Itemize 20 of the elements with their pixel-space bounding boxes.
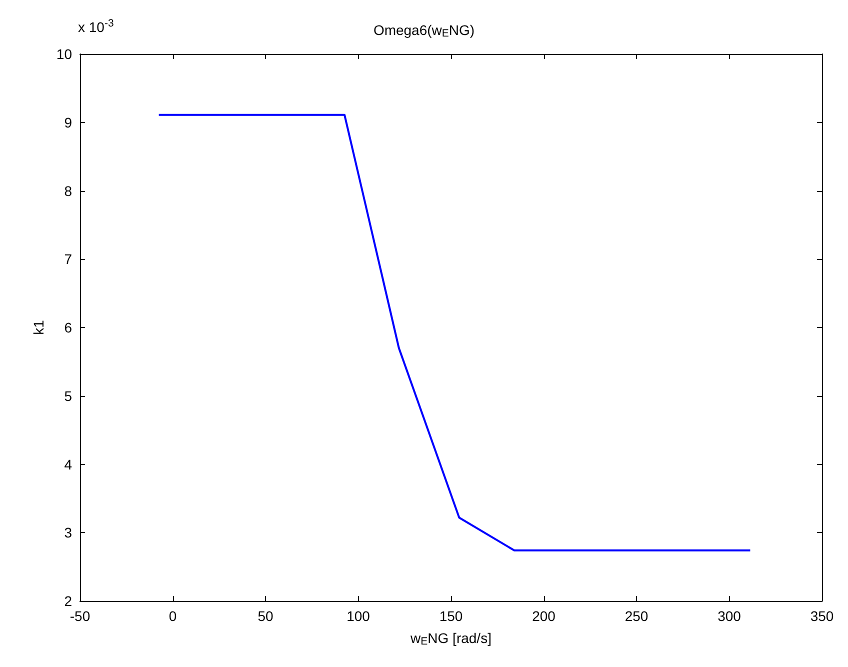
y-tick-label: 5 (64, 388, 72, 404)
line-series (158, 114, 752, 552)
x-tick-label: 300 (718, 608, 742, 624)
y-tick-label: 4 (64, 456, 72, 472)
x-tick-label: 50 (258, 608, 274, 624)
y-axis-title: k1 (30, 320, 47, 335)
x-tick-label: 350 (810, 608, 834, 624)
y-tick-label: 10 (56, 46, 72, 62)
x-tick-label: 200 (532, 608, 556, 624)
x-tick-label: -50 (70, 608, 90, 624)
x-tick-label: 100 (346, 608, 370, 624)
y-tick-label: 8 (64, 182, 72, 199)
x-tick-label: 150 (439, 608, 463, 624)
y-tick-label: 6 (64, 320, 72, 336)
x-tick-label: 0 (168, 608, 177, 624)
y-tick-label: 7 (64, 251, 72, 268)
y-tick-label: 2 (64, 593, 72, 609)
y-tick-label: 9 (64, 114, 72, 130)
x-tick-label: 250 (624, 608, 648, 624)
y-tick-label: 3 (64, 524, 72, 541)
